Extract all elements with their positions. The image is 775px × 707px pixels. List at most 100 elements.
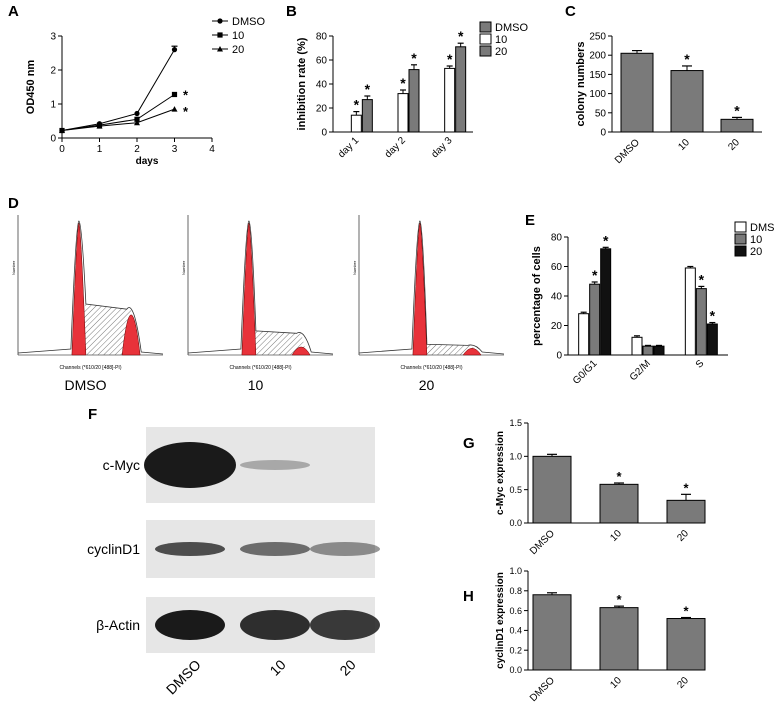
chart-a-point-20 [134,119,140,126]
chart-c-y-tick-label: 50 [595,108,607,119]
chart-c-y-tick-label: 250 [589,32,606,43]
chart-c-x-tick-label: 10 [676,137,692,153]
chart-h-y-tick-label: 0.6 [509,606,522,616]
chart-b-significance-star: * [365,81,371,97]
chart-e-bar-DMSO-G0/G1 [578,313,590,356]
chart-c-bar-DMSO [620,52,654,133]
blot-lane-label: DMSO [163,656,204,697]
chart-e-x-tick-label: G2/M [628,358,653,383]
chart-e-bar-10-S [695,288,707,356]
chart-e-bar-10-G0/G1 [589,283,601,356]
blot-band-20 [310,542,380,556]
panel-label-d: D [8,195,19,212]
chart-e-legend-label: 10 [750,234,762,246]
chart-b-legend-swatch [479,33,492,45]
chart-e-legend-swatch [734,245,747,257]
chart-c-y-tick-label: 200 [589,51,606,62]
chart-a-point-DMSO [134,110,140,117]
chart-b-significance-star: * [447,51,453,67]
chart-h-significance-star: * [683,604,689,619]
blot-band-10 [240,542,310,556]
chart-a-x-tick-label: 0 [59,144,65,155]
chart-a-x-tick-label: 2 [134,144,140,155]
chart-b-legend-label: DMSO [495,22,528,34]
chart-a-y-tick-label: 3 [50,32,56,43]
chart-h-bar-DMSO [532,594,572,671]
chart-b-y-tick-label: 60 [316,56,328,67]
flow-g2-peak [121,314,141,356]
panel-label-c: C [565,3,576,20]
chart-e-legend-label: DMSO [750,222,775,234]
chart-a-x-tick-label: 4 [209,144,215,155]
chart-h-significance-star: * [616,592,622,607]
chart-c-x-tick-label: DMSO [613,137,642,166]
chart-c-bar-20 [720,118,754,133]
chart-b-bar-10-day 2 [397,93,409,133]
chart-e-y-tick-label: 20 [551,321,563,332]
chart-c-y-tick-label: 100 [589,89,606,100]
chart-g-bar-20 [666,499,706,524]
chart-h-y-label: cyclinD1 expression [495,572,506,669]
chart-h-x-tick-label: DMSO [528,675,557,704]
chart-g-x-tick-label: 10 [608,528,624,544]
chart-e-bar-20-G0/G1 [600,248,612,356]
chart-a-x-tick-label: 1 [97,144,103,155]
chart-g-x-tick-label: DMSO [528,528,557,557]
panel-label-g: G [463,435,475,452]
flow-histogram-outline [187,220,334,355]
chart-b-x-tick-label: day 1 [336,135,361,160]
chart-b-bar-20-day 3 [455,46,467,133]
flow-g1-peak [412,222,428,356]
flow-g1-peak [71,222,87,356]
chart-a-legend-label: 10 [232,30,244,42]
chart-b-y-tick-label: 0 [321,128,327,139]
chart-c-y-label: colony numbers [575,42,587,127]
chart-a-y-tick-label: 1 [50,100,56,111]
chart-e-bar-20-G2/M [653,345,665,356]
chart-b-x-tick-label: day 3 [430,135,455,160]
flow-histogram-outline [358,220,505,355]
chart-b-significance-star: * [411,50,417,66]
flow-g1-peak [241,222,257,356]
flow-y-label: Number [11,260,16,275]
chart-e-significance-star: * [699,271,705,287]
blot-lane-label: 20 [336,656,358,678]
blot-band-DMSO [155,542,225,556]
chart-e-y-tick-label: 60 [551,262,563,273]
blot-band-DMSO [144,442,236,488]
chart-b-legend-swatch [479,21,492,33]
chart-a-series-line-DMSO [61,49,175,132]
chart-a-y-tick-label: 2 [50,66,56,77]
flow-x-label: Channels (*610/20 [488]-PI) [60,365,122,371]
chart-e-significance-star: * [710,308,716,324]
chart-g-y-tick-label: 1.0 [509,451,522,461]
chart-a-od450: 0 1 2 3 OD450 nm 0 1 2 3 4 days DMSO 10 20 * * [25,16,265,167]
panel-label-h: H [463,588,474,605]
chart-h-y-tick-label: 0.8 [509,586,522,596]
blot-lane-label: 10 [266,656,288,678]
chart-a-point-20 [96,123,103,129]
chart-g-y-tick-label: 1.5 [509,418,522,428]
chart-e-y-tick-label: 40 [551,292,563,303]
chart-g-y-tick-label: 0.0 [509,518,522,528]
chart-a-point-20 [171,106,178,112]
chart-a-y-label: OD450 nm [25,60,37,115]
flow-condition-label: DMSO [65,377,107,393]
chart-b-bar-10-day 1 [350,114,362,133]
flow-g2-peak [462,348,482,356]
chart-a-legend-marker [217,18,223,24]
chart-e-bar-DMSO-S [684,267,696,356]
chart-e-significance-star: * [603,232,609,248]
flow-x-label: Channels (*610/20 [488]-PI) [230,365,292,371]
chart-e-y-tick-label: 0 [556,351,562,362]
flow-histogram-outline [17,220,164,355]
chart-a-point-10 [171,91,178,98]
blot-band-10 [240,610,310,640]
blot-band-10 [240,460,310,470]
chart-b-y-tick-label: 20 [316,104,328,115]
chart-b-bar-20-day 1 [361,99,373,133]
chart-b-significance-star: * [354,97,360,113]
chart-h-x-tick-label: 10 [608,675,624,691]
chart-a-legend-marker [217,46,223,52]
